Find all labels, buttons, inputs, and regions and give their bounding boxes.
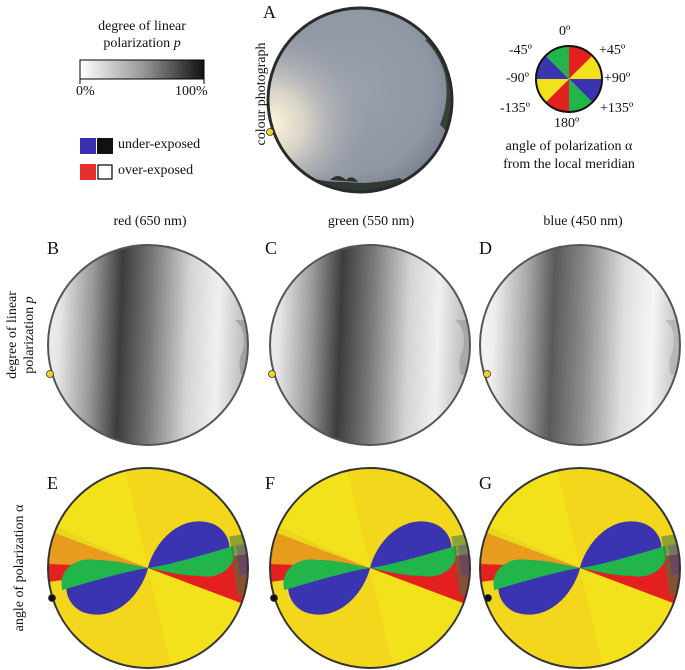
over-exposed-swatch-white [97, 164, 113, 180]
over-exposed-swatch-red [80, 164, 96, 180]
row-label-dop-word: polarization [22, 306, 37, 374]
under-exposed-swatch-blue [80, 138, 96, 154]
row-label-dop-line2: polarization p [21, 255, 38, 415]
panel-g-aop [479, 467, 681, 669]
under-exposed-swatch-black [97, 138, 113, 154]
aop-caption-line2: from the local meridian [503, 157, 635, 172]
p-legend-title-word: polarization [103, 36, 171, 51]
aop-tick-plus45: +45º [599, 43, 626, 58]
over-exposed-label: over-exposed [118, 163, 194, 178]
row-label-dop: degree of linear polarization p [4, 255, 38, 415]
panel-letter-c: C [265, 238, 278, 258]
p-legend-title-line2: polarization p [80, 35, 204, 52]
panel-letter-g: G [479, 473, 492, 493]
panel-a-photo [266, 6, 454, 194]
aop-tick-plus90: +90º [604, 71, 631, 86]
under-exposed-label: under-exposed [118, 137, 201, 152]
panel-letter-a: A [263, 2, 276, 22]
aop-tick-minus135: -135º [500, 101, 531, 116]
panel-c-dop [268, 244, 471, 446]
aop-caption-line1: angle of polarization α [505, 139, 633, 154]
row-label-aop: angle of polarization α [12, 504, 27, 632]
aop-tick-0: 0º [559, 24, 571, 39]
p-colorbar [79, 59, 205, 80]
panel-b-dop [46, 244, 249, 446]
panel-letter-f: F [265, 473, 276, 493]
p-legend-title-line1: degree of linear [98, 19, 186, 34]
column-label-blue: blue (450 nm) [543, 214, 623, 229]
aop-tick-plus135: +135º [600, 101, 634, 116]
panel-f-aop [269, 467, 471, 669]
aop-tick-180: 180º [554, 116, 580, 131]
panel-letter-b: B [47, 238, 60, 258]
p-legend-var: p [173, 36, 181, 51]
p-legend-min: 0% [76, 84, 95, 99]
aop-legend-disc [535, 45, 603, 113]
p-legend-title: degree of linear polarization p [80, 18, 204, 52]
row-label-dop-line1: degree of linear [5, 291, 20, 379]
panel-letter-e: E [47, 473, 58, 493]
row-label-dop-var: p [22, 296, 37, 304]
panel-letter-d: D [479, 238, 492, 258]
sun-marker [266, 128, 274, 136]
aop-legend-caption: angle of polarization α from the local m… [490, 138, 648, 174]
panel-a-side-label: colour photograph [254, 42, 269, 146]
p-legend-max: 100% [175, 84, 208, 99]
aop-tick-minus45: -45º [509, 43, 533, 58]
aop-tick-minus90: -90º [506, 71, 530, 86]
panel-e-aop [47, 467, 249, 669]
column-label-green: green (550 nm) [327, 214, 415, 229]
column-label-red: red (650 nm) [113, 214, 187, 229]
